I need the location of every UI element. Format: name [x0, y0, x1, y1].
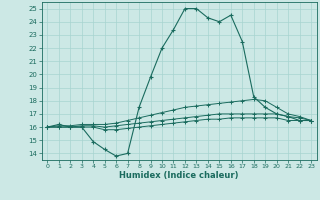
- X-axis label: Humidex (Indice chaleur): Humidex (Indice chaleur): [119, 171, 239, 180]
